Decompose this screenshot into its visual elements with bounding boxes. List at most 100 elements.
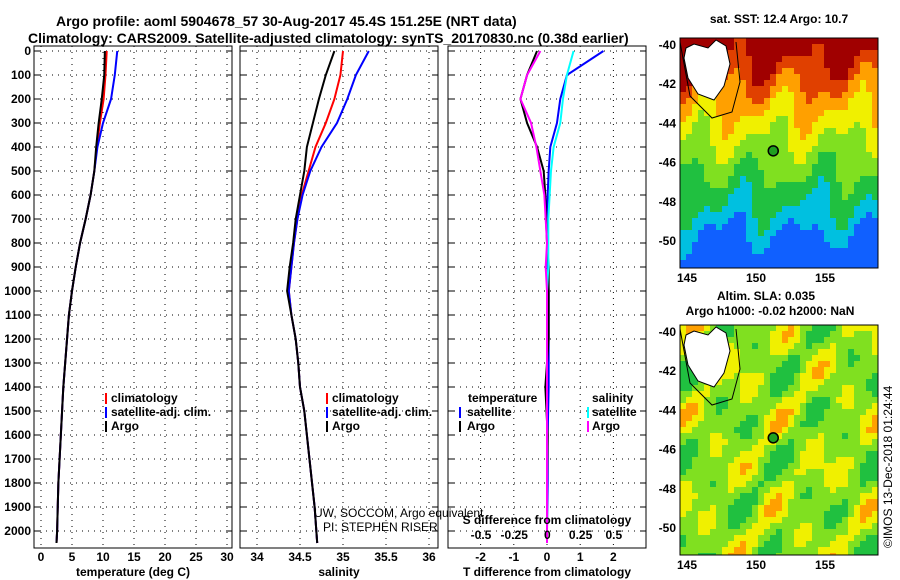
y-tick-label: 1100 [5,308,31,322]
map-cell [842,254,848,260]
map-cell [794,481,800,487]
map-cell [866,529,872,535]
map-cell [680,505,686,511]
map-cell [788,152,794,158]
x-tick-label: 30 [220,550,234,564]
map-cell [782,62,788,68]
map-cell [710,421,716,427]
map-cell [758,254,764,260]
map-cell [842,493,848,499]
map-cell [788,68,794,74]
map-cell [824,44,830,50]
map-cell [830,367,836,373]
map-cell [776,116,782,122]
map-cell [806,86,812,92]
map-cell [728,391,734,397]
map-cell [812,487,818,493]
map-cell [806,523,812,529]
map-cell [716,140,722,146]
map-cell [806,373,812,379]
map-cell [836,385,842,391]
map-cell [734,385,740,391]
map-cell [836,104,842,110]
map-cell [794,164,800,170]
map-cell [758,122,764,128]
map-cell [686,236,692,242]
map-cell [860,74,866,80]
map-cell [704,469,710,475]
map-cell [728,212,734,218]
map-cell [740,230,746,236]
map-cell [812,50,818,56]
map-cell [842,439,848,445]
map-cell [692,535,698,541]
map-cell [686,391,692,397]
map-cell [680,266,686,268]
map-cell [704,224,710,230]
map-cell [812,421,818,427]
map-cell [830,403,836,409]
map-cell [746,182,752,188]
map-cell [728,367,734,373]
map-cell [776,385,782,391]
map-cell [698,194,704,200]
map-cell [692,134,698,140]
map-cell [716,176,722,182]
map-cell [860,553,866,555]
map-cell [740,391,746,397]
map-cell [752,457,758,463]
map-cell [818,68,824,74]
map-cell [848,391,854,397]
map-cell [794,445,800,451]
map-cell [854,367,860,373]
map-cell [680,224,686,230]
map-cell [680,445,686,451]
map-cell [818,493,824,499]
map-cell [854,140,860,146]
map-cell [812,373,818,379]
coastline-contour [679,41,741,119]
map-cell [824,140,830,146]
map-cell [842,529,848,535]
map-cell [740,212,746,218]
map-cell [680,206,686,212]
map-cell [692,445,698,451]
map-cell [836,200,842,206]
map-cell [722,421,728,427]
map-cell [752,469,758,475]
map-cell [752,337,758,343]
map-cell [866,325,872,331]
map-cell [680,415,686,421]
map-cell [752,499,758,505]
map-cell [764,361,770,367]
map-cell [830,427,836,433]
plot-frame-salinity [239,45,439,549]
map-cell [830,50,836,56]
map-cell [764,200,770,206]
map-cell [710,427,716,433]
map-cell [746,361,752,367]
y-tick-label: 300 [11,116,31,130]
map-cell [776,391,782,397]
map-cell [734,469,740,475]
map-cell [680,182,686,188]
map-cell [836,415,842,421]
map-cell [824,146,830,152]
map-cell [854,541,860,547]
map-cell [758,44,764,50]
map-cell [788,188,794,194]
map-cell [716,218,722,224]
map-cell [842,152,848,158]
map-cell [866,343,872,349]
map-cell [692,463,698,469]
map-cell [818,409,824,415]
map-cell [758,194,764,200]
map-cell [854,92,860,98]
map-cell [722,487,728,493]
map-cell [806,266,812,268]
map-cell [746,499,752,505]
map-cell [860,62,866,68]
map-cell [770,349,776,355]
map-cell [830,325,836,331]
map-cell [854,206,860,212]
